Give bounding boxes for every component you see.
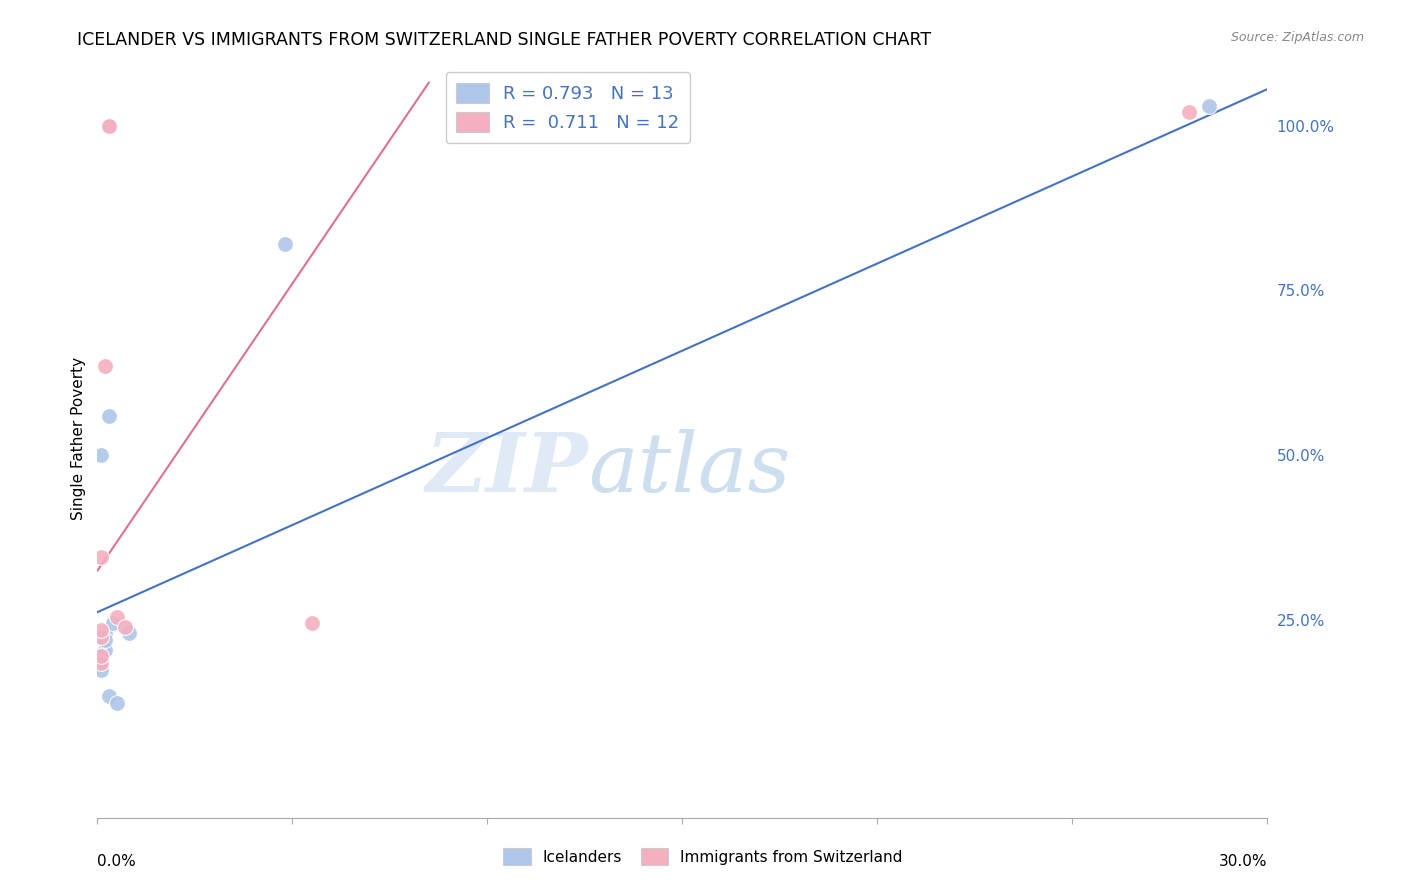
Point (90, 623, 112, 637)
Point (90, 649, 112, 664)
Point (301, 616, 323, 631)
Text: 0.0%: 0.0% (97, 854, 136, 869)
Point (117, 626, 139, 640)
Point (90, 656, 112, 670)
Point (273, 237, 295, 252)
Point (114, 620, 136, 634)
Text: ZIP: ZIP (426, 429, 589, 509)
Point (90, 630, 112, 644)
Point (101, 616, 124, 631)
Point (94, 632, 117, 647)
Point (98, 689, 121, 703)
Point (90, 649, 112, 664)
Text: 30.0%: 30.0% (1219, 854, 1267, 869)
Point (1198, 99, 1220, 113)
Point (94, 626, 117, 640)
Point (1178, 105, 1201, 120)
Text: atlas: atlas (589, 429, 792, 509)
Point (90, 448, 112, 462)
Y-axis label: Single Father Poverty: Single Father Poverty (72, 357, 86, 520)
Text: ICELANDER VS IMMIGRANTS FROM SWITZERLAND SINGLE FATHER POVERTY CORRELATION CHART: ICELANDER VS IMMIGRANTS FROM SWITZERLAND… (77, 31, 931, 49)
Point (105, 696, 128, 710)
Point (98, 119, 121, 133)
Point (90, 550, 112, 565)
Point (98, 119, 121, 133)
Point (94, 359, 117, 374)
Legend: Icelanders, Immigrants from Switzerland: Icelanders, Immigrants from Switzerland (498, 842, 908, 871)
Legend: R = 0.793   N = 13, R =  0.711   N = 12: R = 0.793 N = 13, R = 0.711 N = 12 (446, 72, 690, 143)
Point (90, 663, 112, 677)
Point (94, 642, 117, 657)
Point (98, 409, 121, 423)
Point (105, 609, 128, 624)
Text: Source: ZipAtlas.com: Source: ZipAtlas.com (1230, 31, 1364, 45)
